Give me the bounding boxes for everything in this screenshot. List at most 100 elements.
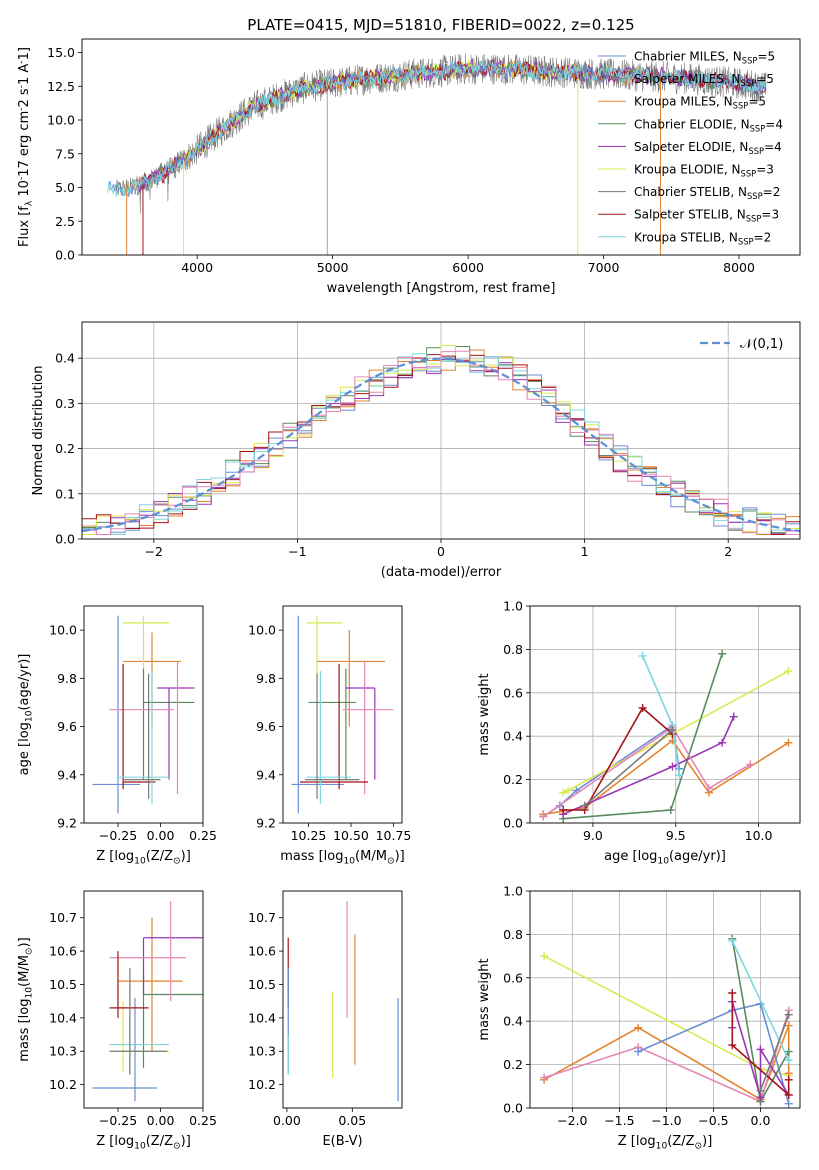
y-tick-label: 9.6 — [256, 719, 276, 734]
legend-entry: Kroupa MILES, NSSP​=5 — [634, 95, 766, 111]
y-tick-label: 0.4 — [55, 351, 75, 366]
x-tick-label: 0.05 — [338, 1113, 366, 1128]
weight-marker — [746, 760, 755, 769]
weight-marker — [540, 952, 549, 961]
text-run: Kroupa MILES, N — [634, 95, 733, 109]
weight-marker — [718, 649, 727, 658]
text-run: =3 — [761, 208, 779, 222]
legend-entry: Chabrier STELIB, NSSP​=2 — [634, 185, 780, 201]
weight-line — [563, 706, 674, 811]
text-run: 1 A — [17, 64, 32, 85]
text-run: )] — [395, 849, 405, 864]
text-run: 𝒩(0,1) — [740, 337, 783, 352]
x-tick-label: 0.25 — [189, 828, 217, 843]
text-run: mass weight — [477, 958, 492, 1040]
y-tick-label: 0.4 — [503, 1014, 523, 1029]
text-run: Salpeter MILES, N — [634, 72, 741, 86]
subscript: 10 — [24, 710, 34, 722]
weight-marker — [756, 1086, 765, 1095]
y-tick-label: 9.8 — [256, 671, 276, 686]
subscript: ⊙ — [173, 1141, 181, 1151]
text-run: 10 — [17, 180, 32, 201]
legend-entry: Chabrier MILES, NSSP​=5 — [634, 50, 775, 66]
y-tick-label: 2.5 — [55, 214, 75, 229]
weight-marker — [729, 712, 738, 721]
y-tick-label: 10.6 — [49, 944, 77, 959]
weight-marker — [634, 1047, 643, 1056]
text-run: mass [log — [280, 849, 343, 864]
weight-marker — [638, 703, 647, 712]
errorbars-mass_vs_z — [92, 901, 203, 1102]
y-tick-label: 0.6 — [503, 685, 523, 700]
text-run: Kroupa STELIB, N — [634, 230, 738, 244]
y-tick-label: 10.0 — [49, 623, 77, 638]
weight-marker — [559, 788, 568, 797]
x-tick-label: −0.5 — [698, 1113, 728, 1128]
weight-marker — [559, 805, 568, 814]
x-tick-label: 0.00 — [273, 1113, 301, 1128]
y-tick-label: 0.6 — [503, 970, 523, 985]
axes-frame — [83, 890, 204, 1109]
subscript: 10 — [657, 856, 669, 866]
weight-marker — [784, 1010, 793, 1019]
text-run: Z [log — [618, 1134, 656, 1149]
text-run: Salpeter ELODIE, N — [634, 140, 748, 154]
text-run: 2 s — [17, 88, 32, 107]
text-run: =4 — [765, 117, 783, 131]
y-axis-label: Flux [fλ​ 10-​17 erg cm-​2 s-​1 A-​1] — [16, 47, 34, 247]
subscript: 10 — [343, 856, 355, 866]
y-tick-label: 0.0 — [55, 532, 75, 547]
legend-residuals: 𝒩(0,1) — [700, 337, 783, 352]
y-tick-label: 7.5 — [55, 146, 75, 161]
errorbars-mass_vs_ebv — [287, 901, 399, 1102]
x-axis-label: Z [log10​(Z/Z⊙​)] — [96, 1134, 191, 1151]
axes-mass_vs_z: −0.25 0.00 0.25 10.2 10.3 10.4 10.5 10.6 10.7 Z [… — [17, 910, 217, 1151]
weight-marker — [675, 771, 684, 780]
axes-mass_weight_vs_age: 9.0 9.5 10.0 0.0 0.2 0.4 0.6 0.8 1.0 age [log10​(… — [477, 599, 800, 866]
normal-curve-line — [82, 357, 800, 533]
weights-mass_weight_vs_z — [540, 934, 793, 1108]
axes-frame — [83, 605, 204, 824]
axes-residuals: −2 −1 0 1 2 0.0 0.1 0.2 0.3 0.4 (data-model)/error… — [31, 322, 800, 580]
subscript: 10 — [134, 1141, 146, 1151]
y-tick-label: 9.2 — [256, 816, 276, 831]
y-axis-label: age [log10​(age/yr)] — [17, 654, 34, 776]
model-spectrum-line — [142, 58, 767, 186]
text-run: (age/yr)] — [17, 654, 32, 711]
weight-marker — [784, 1090, 793, 1099]
superscript: - — [16, 60, 26, 63]
y-tick-label: 10.4 — [49, 1010, 77, 1025]
text-run: Chabrier MILES, N — [634, 50, 742, 64]
weight-marker — [728, 988, 737, 997]
x-axis-label: Z [log10​(Z/Z⊙​)] — [96, 849, 191, 866]
weight-marker — [784, 1047, 793, 1056]
model-spectrum-line — [107, 60, 767, 197]
y-tick-label: 10.0 — [47, 113, 75, 128]
text-run: (M/M — [17, 955, 32, 987]
weight-marker — [540, 1073, 549, 1082]
y-tick-label: 10.2 — [248, 1077, 276, 1092]
x-tick-label: 0.00 — [147, 1113, 175, 1128]
weight-marker — [564, 786, 573, 795]
subscript: SSP — [750, 123, 766, 133]
legend-entry: Salpeter STELIB, NSSP​=3 — [634, 208, 779, 224]
y-axis-label: mass [log10​(M/M⊙​)] — [17, 937, 34, 1061]
y-tick-label: 10.3 — [49, 1044, 77, 1059]
text-run: =4 — [764, 140, 782, 154]
subscript: SSP — [746, 214, 762, 224]
spectrum-lines — [107, 53, 767, 255]
x-tick-label: −0.25 — [99, 1113, 137, 1128]
text-run: Z [log — [96, 849, 134, 864]
y-tick-label: 10.5 — [248, 977, 276, 992]
subscript: ⊙ — [173, 856, 181, 866]
text-run: (Z/Z — [667, 1134, 694, 1149]
histogram-lines — [82, 345, 800, 535]
x-axis-label: mass [log10​(M/M⊙​)] — [280, 849, 404, 866]
weight-marker — [784, 1075, 793, 1084]
y-tick-label: 10.5 — [49, 977, 77, 992]
y-tick-label: 9.2 — [57, 816, 77, 831]
legend-entry: Chabrier ELODIE, NSSP​=4 — [634, 117, 783, 133]
y-tick-label: 9.4 — [57, 767, 77, 782]
text-run: Normed distribution — [31, 366, 46, 496]
